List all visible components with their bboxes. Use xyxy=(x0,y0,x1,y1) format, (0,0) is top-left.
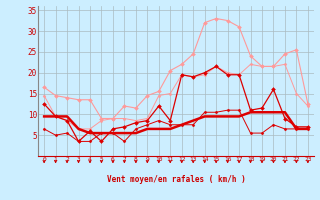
X-axis label: Vent moyen/en rafales ( km/h ): Vent moyen/en rafales ( km/h ) xyxy=(107,175,245,184)
